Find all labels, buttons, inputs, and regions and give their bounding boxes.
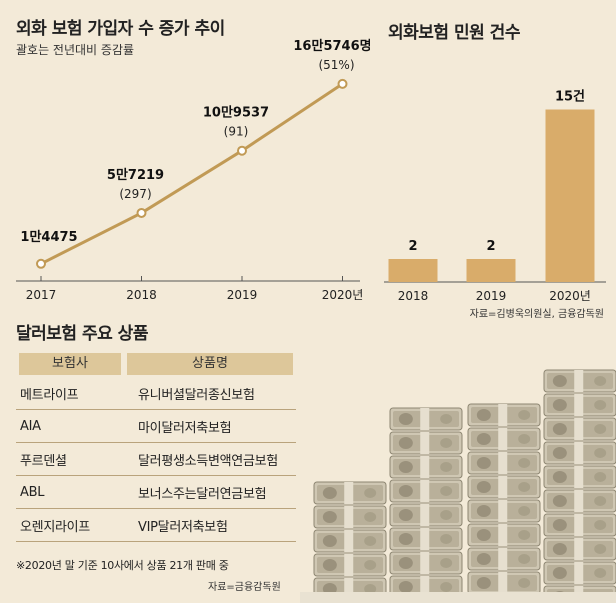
company-cell: ABL (16, 475, 124, 509)
money-bundle (389, 431, 463, 455)
floor-shadow (300, 592, 616, 603)
money-bundle (467, 427, 541, 451)
money-bundle (467, 499, 541, 523)
money-bundle (467, 403, 541, 427)
company-cell: 푸르덴셜 (16, 442, 124, 476)
company-cell: 오렌지라이프 (16, 508, 124, 542)
line-chart: 2017 2018 2019 2020년 1만4475 5만7219 (297) 10만953… (16, 38, 370, 302)
line-chart-subtitle: 괄호는 전년대비 증감률 (16, 43, 135, 57)
table-row: AIA 마이달러저축보험 (16, 409, 296, 443)
data-label: 1만4475 (20, 229, 77, 245)
money-bundle (467, 451, 541, 475)
money-bundle (543, 489, 616, 513)
money-bundle (467, 475, 541, 499)
money-bundle (543, 393, 616, 417)
bar (545, 109, 595, 282)
table-title: 달러보험 주요 상품 (16, 324, 148, 344)
money-stack-illustration (300, 369, 616, 603)
x-tick-label: 2020년 (322, 288, 364, 302)
money-bundle (543, 465, 616, 489)
series-line (40, 82, 344, 266)
product-cell: 마이달러저축보험 (124, 409, 296, 443)
money-bundle (543, 561, 616, 585)
product-cell: 유니버셜달러종신보험 (124, 377, 296, 410)
data-point (136, 207, 147, 218)
table-header-company: 보험사 (16, 351, 124, 377)
data-label: 16만5746명 (293, 38, 370, 54)
money-bundle (313, 553, 387, 577)
bar (388, 259, 438, 282)
product-cell: VIP달러저축보험 (124, 508, 296, 542)
x-tick-label: 2018 (126, 288, 157, 302)
money-bundle (313, 529, 387, 553)
x-tick-label: 2020년 (549, 289, 591, 303)
table-row: ABL 보너스주는달러연금보험 (16, 475, 296, 509)
x-tick-label: 2019 (227, 288, 258, 302)
bar (466, 259, 516, 282)
data-point (36, 258, 46, 269)
money-bundle (543, 369, 616, 393)
money-bundle (467, 547, 541, 571)
money-bundle (389, 527, 463, 551)
bar-value-label: 2 (486, 239, 495, 254)
company-cell: AIA (16, 409, 124, 443)
bar-value-label: 2 (408, 239, 417, 254)
table-note: ※2020년 말 기준 10사에서 상품 21개 판매 중 (16, 559, 229, 572)
table-row: 메트라이프 유니버셜달러종신보험 (16, 377, 296, 410)
bar-value-label: 15건 (555, 89, 585, 105)
money-bundle (313, 481, 387, 505)
line-chart-title: 외화 보험 가입자 수 증가 추이 (16, 19, 225, 39)
product-cell: 달러평생소득변액연금보험 (124, 442, 296, 476)
money-bundle (389, 503, 463, 527)
company-cell: 메트라이프 (16, 377, 124, 410)
product-cell: 보너스주는달러연금보험 (124, 475, 296, 509)
x-tick-label: 2018 (398, 289, 429, 303)
bar-chart-source: 자료=김병욱의원실, 금융감독원 (469, 309, 604, 320)
x-tick-label: 2017 (26, 288, 57, 302)
change-label: (51%) (318, 58, 354, 72)
bar-chart-title: 외화보험 민원 건수 (388, 23, 520, 43)
money-bundle (467, 571, 541, 595)
table-row: 푸르덴셜 달러평생소득변액연금보험 (16, 442, 296, 476)
money-bundle (389, 551, 463, 575)
data-label: 10만9537 (203, 105, 269, 121)
data-point (337, 78, 348, 89)
money-bundle (389, 479, 463, 503)
money-bundle (543, 417, 616, 441)
bar-chart: 2 2018 2 2019 15건 2020년 (384, 89, 606, 303)
change-label: (91) (224, 125, 249, 139)
x-tick-label: 2019 (476, 289, 507, 303)
change-label: (297) (119, 187, 151, 201)
money-bundle (543, 441, 616, 465)
table-row: 오렌지라이프 VIP달러저축보험 (16, 508, 296, 542)
data-label: 5만7219 (107, 167, 164, 183)
table-source: 자료=금융감독원 (208, 582, 281, 593)
money-bundle (389, 407, 463, 431)
money-bundle (543, 513, 616, 537)
money-bundle (467, 523, 541, 547)
money-bundle (543, 537, 616, 561)
data-point (237, 145, 247, 156)
products-table: 보험사 상품명 메트라이프 유니버셜달러종신보험 AIA 마이달러저축보험 푸르… (16, 351, 296, 542)
money-bundle (389, 455, 463, 479)
money-bundle (313, 505, 387, 529)
table-header-product: 상품명 (124, 351, 296, 377)
